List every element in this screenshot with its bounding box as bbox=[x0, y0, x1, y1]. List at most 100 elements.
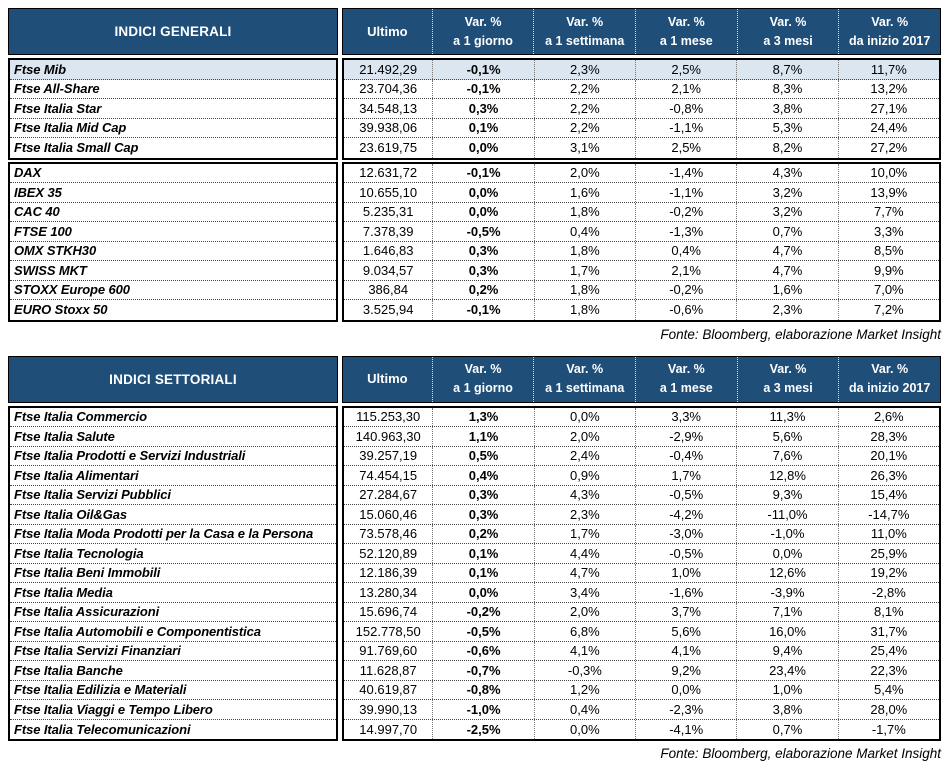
value-cell: 0,0% bbox=[432, 183, 533, 202]
value-cell: 1,0% bbox=[736, 680, 837, 699]
index-label: CAC 40 bbox=[10, 203, 336, 222]
index-row: 21.492,29 -0,1% 2,3% 2,5% 8,7% 11,7% bbox=[344, 60, 939, 80]
value-cell: 3,7% bbox=[635, 602, 736, 621]
value-cell: 73.578,46 bbox=[359, 526, 418, 542]
column-header-line1: Var. % bbox=[871, 362, 909, 377]
value-cell: -1,3% bbox=[635, 222, 736, 241]
index-label: Ftse Italia Media bbox=[10, 583, 336, 603]
value-cell: 5,3% bbox=[736, 118, 837, 137]
value-cell: 2,0% bbox=[533, 427, 635, 446]
index-row: 73.578,46 0,2% 1,7% -3,0% -1,0% 11,0% bbox=[344, 524, 939, 544]
index-row: 12.186,39 0,1% 4,7% 1,0% 12,6% 19,2% bbox=[344, 563, 939, 583]
value-cell: -3,9% bbox=[736, 583, 837, 602]
index-label: Ftse Italia Assicurazioni bbox=[10, 603, 336, 622]
value-cell: 3,4% bbox=[533, 583, 635, 602]
value-cell: 1,6% bbox=[736, 280, 837, 299]
value-cell: -0,1% bbox=[432, 60, 533, 79]
value-cell: 39.257,19 bbox=[359, 448, 418, 464]
value-cell: 6,8% bbox=[533, 622, 635, 641]
value-cell: 0,5% bbox=[432, 446, 533, 465]
source-note: Fonte: Bloomberg, elaborazione Market In… bbox=[660, 326, 941, 342]
indici-generali-table: INDICI GENERALI Ultimo Var. % a 1 giorno Var… bbox=[8, 8, 941, 322]
index-label: Ftse Italia Mid Cap bbox=[10, 119, 336, 138]
value-cell: 1,8% bbox=[533, 280, 635, 299]
value-cell: 23.704,36 bbox=[359, 81, 418, 97]
value-cell: 1.646,83 bbox=[362, 243, 414, 259]
value-cell: 8,7% bbox=[736, 60, 837, 79]
value-cell: 3.525,94 bbox=[362, 302, 414, 318]
index-row: 13.280,34 0,0% 3,4% -1,6% -3,9% -2,8% bbox=[344, 583, 939, 603]
value-cell: 28,3% bbox=[837, 427, 939, 446]
value-cell: -3,0% bbox=[635, 524, 736, 543]
index-row: 52.120,89 0,1% 4,4% -0,5% 0,0% 25,9% bbox=[344, 544, 939, 564]
value-cell: 0,3% bbox=[432, 99, 533, 118]
value-cell: -1,4% bbox=[635, 163, 736, 182]
index-row: 39.257,19 0,5% 2,4% -0,4% 7,6% 20,1% bbox=[344, 446, 939, 466]
table-header-row: INDICI GENERALI Ultimo Var. % a 1 giorno Var… bbox=[8, 8, 941, 55]
value-cell: 5,6% bbox=[736, 427, 837, 446]
value-cell: 152.778,50 bbox=[355, 623, 421, 639]
value-cell: 0,7% bbox=[736, 719, 837, 739]
index-row: 11.628,87 -0,7% -0,3% 9,2% 23,4% 22,3% bbox=[344, 661, 939, 681]
column-header-var-1-settimana: Var. % a 1 settimana bbox=[533, 9, 635, 54]
value-cell: 0,0% bbox=[635, 680, 736, 699]
index-label: IBEX 35 bbox=[10, 183, 336, 203]
column-header-var-3-mesi: Var. % a 3 mesi bbox=[736, 356, 839, 402]
value-cell: -11,0% bbox=[736, 505, 837, 524]
value-cell: 9,2% bbox=[635, 661, 736, 680]
column-header-line1: Var. % bbox=[769, 14, 807, 29]
index-label: Ftse Italia Telecomunicazioni bbox=[14, 721, 191, 737]
value-cell: 12,6% bbox=[736, 563, 837, 582]
index-row: 5.235,31 0,0% 1,8% -0,2% 3,2% 7,7% bbox=[344, 202, 939, 222]
index-label: Ftse Italia Banche bbox=[10, 661, 336, 681]
index-row: 152.778,50 -0,5% 6,8% 5,6% 16,0% 31,7% bbox=[344, 622, 939, 642]
value-cell: 0,0% bbox=[432, 138, 533, 158]
column-header-var-1-settimana: Var. % a 1 settimana bbox=[533, 356, 635, 402]
index-row: 39.990,13 -1,0% 0,4% -2,3% 3,8% 28,0% bbox=[344, 700, 939, 720]
value-cell: 16,0% bbox=[736, 622, 837, 641]
index-name-column: Ftse Mib Ftse All-Share Ftse Italia Star Ft… bbox=[8, 58, 338, 160]
column-header-var-da-inizio-2017: Var. % da inizio 2017 bbox=[838, 9, 940, 54]
value-cell: -0,7% bbox=[432, 661, 533, 680]
value-cell: -0,6% bbox=[635, 300, 736, 320]
index-label: Ftse Italia Moda Prodotti per la Casa e … bbox=[10, 525, 336, 544]
index-row: 9.034,57 0,3% 1,7% 2,1% 4,7% 9,9% bbox=[344, 261, 939, 281]
column-header-line1: Var. % bbox=[667, 14, 705, 29]
column-header-line1: Var. % bbox=[871, 14, 909, 29]
value-cell: 1,7% bbox=[635, 466, 736, 485]
value-cell: 12.631,72 bbox=[359, 165, 418, 181]
index-label: Ftse Italia Alimentari bbox=[10, 466, 336, 486]
value-cell: -1,0% bbox=[432, 700, 533, 719]
value-cell: 9,3% bbox=[736, 485, 837, 504]
value-cell: 26,3% bbox=[837, 466, 939, 485]
index-label: Ftse Italia Oil&Gas bbox=[10, 505, 336, 525]
column-header-var-1-mese: Var. % a 1 mese bbox=[635, 9, 737, 54]
index-label: Ftse Italia Prodotti e Servizi Industria… bbox=[10, 447, 336, 466]
index-row: 14.997,70 -2,5% 0,0% -4,1% 0,7% -1,7% bbox=[344, 719, 939, 739]
index-row: 1.646,83 0,3% 1,8% 0,4% 4,7% 8,5% bbox=[344, 241, 939, 261]
value-cell: 0,0% bbox=[533, 719, 635, 739]
value-cell: -0,2% bbox=[635, 202, 736, 221]
index-group: Ftse Italia Commercio Ftse Italia Salute F… bbox=[8, 405, 941, 741]
value-cell: 2,6% bbox=[837, 407, 939, 426]
index-row: 15.060,46 0,3% 2,3% -4,2% -11,0% -14,7% bbox=[344, 505, 939, 525]
value-cell: 23.619,75 bbox=[359, 140, 418, 156]
value-cell: -0,3% bbox=[533, 661, 635, 680]
column-header-line2: a 1 mese bbox=[659, 33, 713, 48]
value-cell: 5,6% bbox=[635, 622, 736, 641]
value-cell: 0,1% bbox=[432, 118, 533, 137]
index-row: 115.253,30 1,3% 0,0% 3,3% 11,3% 2,6% bbox=[344, 407, 939, 427]
value-cell: 4,3% bbox=[533, 485, 635, 504]
value-cell: 0,0% bbox=[533, 407, 635, 426]
index-label: Ftse Italia Viaggi e Tempo Libero bbox=[10, 700, 336, 720]
value-cell: 2,2% bbox=[533, 118, 635, 137]
value-cell: 0,9% bbox=[533, 466, 635, 485]
column-header-var-3-mesi: Var. % a 3 mesi bbox=[736, 9, 839, 54]
index-row: 7.378,39 -0,5% 0,4% -1,3% 0,7% 3,3% bbox=[344, 222, 939, 242]
index-label: SWISS MKT bbox=[10, 261, 336, 281]
value-cell: 4,7% bbox=[736, 261, 837, 280]
value-cell: 24,4% bbox=[837, 118, 939, 137]
value-cell: 7,7% bbox=[837, 202, 939, 221]
value-cell: 8,3% bbox=[736, 79, 837, 98]
